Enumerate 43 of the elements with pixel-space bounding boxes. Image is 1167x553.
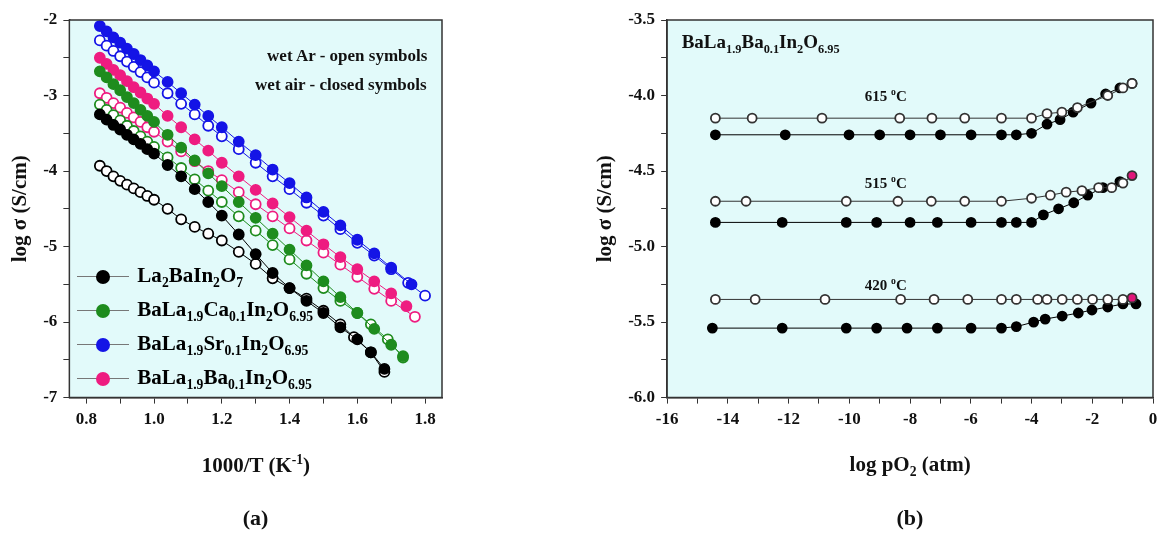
- legend-label: BaLa$_{1.9}$Sr$_{0.1}$In$_{2}$O$_{6.95}$: [137, 330, 309, 359]
- x-tick-label: -12: [777, 409, 800, 429]
- y-tick-label: -7: [43, 386, 58, 406]
- legend-label: BaLa$_{1.9}$Ca$_{0.1}$In$_{2}$O$_{6.95}$: [137, 296, 314, 325]
- x-axis-title: 1000/T (K$^{-1}$): [201, 452, 311, 478]
- x-tick-label: -10: [837, 409, 861, 429]
- y-tick-label: -5: [43, 235, 58, 255]
- y-tick-label: -3: [43, 84, 58, 104]
- legend-label: La$_{2}$BaIn$_{2}$O$_{7}$: [137, 262, 244, 291]
- x-tick-label: 1.4: [278, 409, 301, 429]
- x-tick-label: -16: [655, 409, 679, 429]
- x-tick-label: 1.8: [414, 409, 436, 429]
- annotation: BaLa$_{1.9}$Ba$_{0.1}$In$_{2}$O$_{6.95}$: [681, 31, 840, 58]
- x-tick-label: -6: [963, 409, 978, 429]
- y-tick-label: -4: [43, 160, 58, 180]
- x-tick-label: 1.6: [346, 409, 368, 429]
- y-tick-label: -3.5: [628, 9, 656, 29]
- text: (a): [242, 505, 269, 531]
- annotation: wet air - closed symbols: [255, 74, 427, 95]
- annotation: 515 $^{o}$C: [864, 172, 907, 192]
- text: (b): [896, 505, 924, 531]
- x-tick-label: 0.8: [75, 409, 97, 429]
- y-tick-label: -6: [43, 311, 58, 331]
- x-tick-label: -2: [1085, 409, 1100, 429]
- x-tick-label: 1.0: [143, 409, 165, 429]
- x-tick-label: -4: [1024, 409, 1040, 429]
- x-tick-label: -14: [716, 409, 740, 429]
- annotation: 615 $^{o}$C: [864, 86, 907, 106]
- annotation: 420 $^{o}$C: [864, 274, 907, 294]
- y-axis-title: log σ (S/cm): [7, 155, 32, 263]
- x-axis-title: log pO$_{2}$ (atm): [849, 452, 971, 481]
- y-tick-label: -5.5: [628, 311, 656, 331]
- x-tick-label: 0: [1148, 409, 1158, 429]
- y-tick-label: -4.0: [628, 84, 656, 104]
- x-tick-label: 1.2: [211, 409, 233, 429]
- y-tick-label: -5.0: [628, 235, 656, 255]
- x-tick-label: -8: [902, 409, 918, 429]
- y-axis-title: log σ (S/cm): [592, 155, 617, 263]
- y-tick-label: -4.5: [628, 160, 656, 180]
- annotation: wet Ar - open symbols: [267, 46, 428, 67]
- y-tick-label: -2: [43, 9, 58, 29]
- legend-label: BaLa$_{1.9}$Ba$_{0.1}$In$_{2}$O$_{6.95}$: [137, 364, 312, 393]
- y-tick-label: -6.0: [628, 386, 656, 406]
